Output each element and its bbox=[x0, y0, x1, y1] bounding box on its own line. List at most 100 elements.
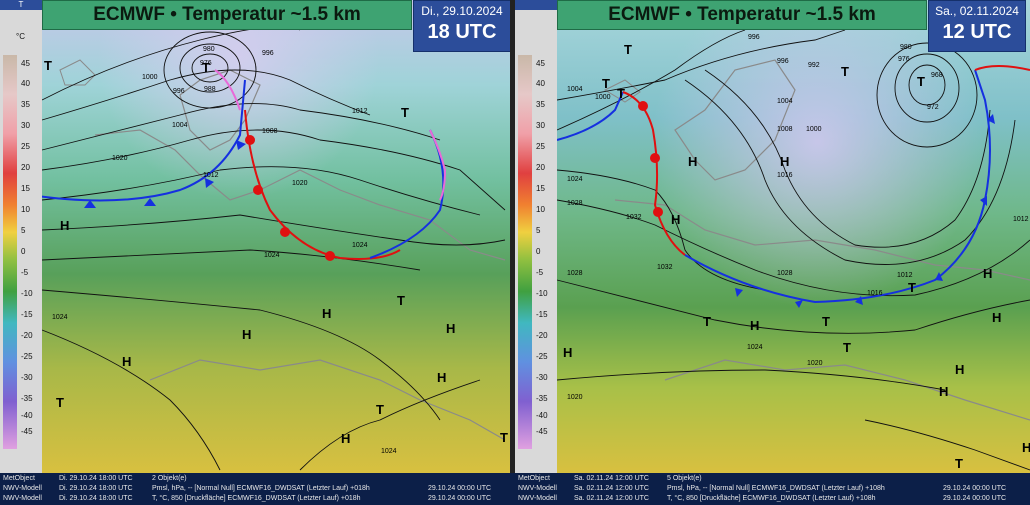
isobar-label: 1028 bbox=[567, 200, 583, 207]
isobar-label: 1032 bbox=[657, 264, 673, 271]
cold-front-triangles bbox=[735, 114, 995, 308]
scale-tick: -5 bbox=[536, 268, 544, 277]
scale-tick: -45 bbox=[21, 427, 33, 436]
right-map-panel: 45 40 35 30 25 20 15 10 5 0 -5 -10 -15 -… bbox=[515, 0, 1030, 473]
scale-tick: 40 bbox=[536, 79, 545, 88]
scale-tick: 5 bbox=[21, 226, 26, 235]
scale-tick: 25 bbox=[536, 142, 545, 151]
footer-row: MetObject Di. 29.10.24 18:00 UTC 2 Objekt(… bbox=[3, 474, 491, 484]
scale-tick: 20 bbox=[21, 163, 30, 172]
right-map-title: ECMWF • Temperatur ~1.5 km bbox=[557, 0, 927, 30]
scale-tick: -15 bbox=[536, 310, 548, 319]
footer-right: MetObject Sa. 02.11.24 12:00 UTC 5 Objekt(… bbox=[518, 474, 1006, 504]
scale-tick: 45 bbox=[21, 59, 30, 68]
footer-source: MetObject bbox=[518, 475, 550, 482]
footer-valid: Di. 29.10.24 18:00 UTC bbox=[59, 495, 133, 502]
scale-tick: 35 bbox=[21, 100, 30, 109]
scale-tick: -20 bbox=[21, 331, 33, 340]
occlusion-east bbox=[429, 129, 447, 201]
high-center: H bbox=[122, 354, 132, 369]
scale-colorbar bbox=[3, 55, 17, 449]
low-center: T bbox=[843, 340, 851, 355]
high-center: H bbox=[992, 310, 1002, 325]
low-center: T bbox=[44, 58, 52, 73]
scale-tick: 15 bbox=[536, 184, 545, 193]
footer-run: 29.10.24 00:00 UTC bbox=[428, 495, 492, 502]
isobar-label: 1024 bbox=[567, 176, 583, 183]
cold-air-overlay bbox=[42, 0, 510, 473]
isobar-label: 996 bbox=[748, 34, 760, 41]
isobar-label: 996 bbox=[777, 58, 789, 65]
cold-front-main bbox=[684, 69, 991, 304]
scale-tick: 35 bbox=[536, 100, 545, 109]
scale-tick: 20 bbox=[536, 163, 545, 172]
scale-tick: -40 bbox=[536, 411, 548, 420]
isobar-label: 1024 bbox=[381, 448, 397, 455]
footer-run: 29.10.24 00:00 UTC bbox=[943, 495, 1007, 502]
isobar-label: 1032 bbox=[626, 214, 642, 221]
scale-tick: -20 bbox=[536, 331, 548, 340]
high-center: H bbox=[1022, 440, 1030, 455]
left-map-panel: T °C 45 bbox=[0, 0, 510, 473]
warm-front-semicircles bbox=[245, 135, 335, 261]
scale-unit: °C bbox=[16, 32, 25, 41]
scale-tick: -45 bbox=[536, 427, 548, 436]
scale-tick: -40 bbox=[21, 411, 33, 420]
left-date: Di., 29.10.2024 bbox=[421, 4, 503, 18]
scale-tick: -10 bbox=[536, 289, 548, 298]
warm-front-semicircles bbox=[638, 101, 663, 217]
coastline-iceland bbox=[59, 59, 96, 86]
footer-source: NWV-Modell bbox=[3, 495, 42, 502]
scale-tick: -25 bbox=[21, 352, 33, 361]
high-center: H bbox=[780, 154, 790, 169]
cold-air-overlay bbox=[557, 0, 1030, 473]
scale-header: T bbox=[0, 0, 42, 10]
scale-tick: 25 bbox=[21, 142, 30, 151]
coastline-south bbox=[149, 359, 506, 441]
high-center: H bbox=[60, 218, 70, 233]
high-center: H bbox=[939, 384, 949, 399]
footer-source: NWV-Modell bbox=[3, 485, 42, 492]
low-center: T bbox=[500, 430, 508, 445]
scale-tick: -30 bbox=[536, 373, 548, 382]
low-center: T bbox=[703, 314, 711, 329]
isobar-label: 976 bbox=[898, 56, 910, 63]
footer-desc: 5 Objekt(e) bbox=[667, 475, 702, 482]
right-date-box: Sa., 02.11.2024 12 UTC bbox=[928, 0, 1026, 52]
footer-source: MetObject bbox=[3, 475, 35, 482]
low-center: T bbox=[841, 64, 849, 79]
footer-desc: Pmsl, hPa, -- [Normal Null] ECMWF16_DWDS… bbox=[667, 485, 885, 492]
isobar-label: 1012 bbox=[897, 272, 913, 279]
coastline-iceland bbox=[603, 79, 641, 103]
warm-front-north bbox=[974, 65, 1030, 71]
isobar-label: 976 bbox=[200, 60, 212, 67]
right-map-canvas bbox=[556, 0, 1030, 473]
scale-tick: 10 bbox=[536, 205, 545, 214]
coastline bbox=[614, 199, 1030, 281]
footer-left: MetObject Di. 29.10.24 18:00 UTC 2 Objekt(… bbox=[3, 474, 491, 504]
left-map-canvas bbox=[29, 0, 510, 473]
footer-run: 29.10.24 00:00 UTC bbox=[428, 485, 492, 492]
isobar-label: 1020 bbox=[112, 155, 128, 162]
isobar-label: 980 bbox=[203, 46, 215, 53]
isobar-label: 1000 bbox=[806, 126, 822, 133]
isobar-label: 1020 bbox=[567, 394, 583, 401]
low-center: T bbox=[908, 280, 916, 295]
isobar-label: 1020 bbox=[807, 360, 823, 367]
isobar-label: 1000 bbox=[595, 94, 611, 101]
low-center: T bbox=[397, 293, 405, 308]
scale-header bbox=[515, 0, 557, 10]
coastline-south bbox=[664, 359, 1030, 421]
low-center: T bbox=[56, 395, 64, 410]
high-center: H bbox=[955, 362, 965, 377]
footer-row: NWV-Modell Sa. 02.11.24 12:00 UTC Pmsl, hP… bbox=[518, 484, 1006, 494]
isobars bbox=[556, 29, 1030, 471]
low-center: T bbox=[617, 86, 625, 101]
isobar-label: 1012 bbox=[352, 108, 368, 115]
isobar-label: 1028 bbox=[777, 270, 793, 277]
warm-front bbox=[244, 109, 401, 260]
isobar-label: 1012 bbox=[203, 172, 219, 179]
scale-tick: 40 bbox=[21, 79, 30, 88]
scale-colorbar bbox=[518, 55, 532, 449]
footer-source: NWV-Modell bbox=[518, 485, 557, 492]
